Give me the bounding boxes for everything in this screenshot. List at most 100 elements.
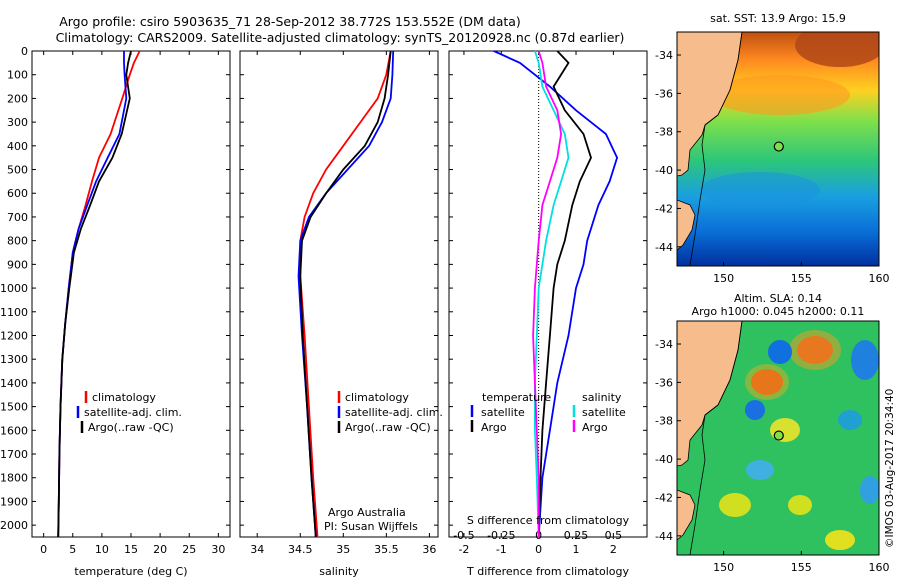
legend-title-temperature: temperature: [482, 391, 551, 404]
difference-panel: [448, 50, 648, 538]
sst-map-frame: [676, 31, 880, 267]
x-tick-label: 1: [573, 543, 580, 556]
x-tick-label: 10: [95, 543, 109, 556]
legend-title-salinity: salinity: [582, 391, 622, 404]
sst-map-axes: 150 155 160 -34 -36 -38 -40 -42 -44: [655, 49, 889, 285]
isobath: [689, 321, 743, 555]
y-tick-label: 300: [7, 116, 28, 129]
temperature-panel: [31, 50, 231, 538]
series-line-climatology: [299, 50, 392, 538]
map-x-tick-label: 160: [869, 561, 890, 574]
salinity-legend: climatology satellite-adj. clim. Argo(..…: [324, 391, 443, 533]
legend-label: satellite-adj. clim.: [345, 406, 443, 419]
legend-label: Argo: [481, 421, 507, 434]
y-tick-label: 1600: [0, 424, 28, 437]
series-line-argo-raw-qc-: [57, 50, 132, 538]
map-y-tick-label: -40: [655, 453, 673, 466]
s-tick-label: 0.25: [564, 529, 589, 542]
temperature-xlabel: temperature (deg C): [74, 565, 187, 578]
series-line-climatology: [57, 50, 141, 538]
map-y-tick-label: -42: [655, 491, 673, 504]
legend-label: Argo(..raw -QC): [345, 421, 431, 434]
y-tick-label: 600: [7, 187, 28, 200]
sst-map: [677, 32, 879, 266]
sla-eddy-cold: [746, 460, 774, 480]
series-line-temperature-argo: [537, 50, 592, 538]
sla-eddy-warm: [751, 369, 783, 395]
difference-xlabel: T difference from climatology: [466, 565, 629, 578]
x-tick-label: 30: [211, 543, 225, 556]
y-tick-label: 100: [7, 69, 28, 82]
y-tick-label: 200: [7, 92, 28, 105]
legend-label: satellite: [582, 406, 626, 419]
x-tick-label: 20: [153, 543, 167, 556]
argo-location-marker: [773, 430, 784, 441]
map-x-tick-label: 160: [869, 272, 890, 285]
sst-orange-patch: [710, 75, 850, 115]
salinity-plot: 34 34.5 35 35.5 36: [250, 50, 436, 556]
y-tick-label: 800: [7, 235, 28, 248]
map-x-tick-label: 150: [713, 561, 734, 574]
y-tick-label: 0: [21, 45, 28, 58]
legend-label: climatology: [92, 391, 156, 404]
map-y-tick-label: -38: [655, 126, 673, 139]
map-y-tick-label: -40: [655, 164, 673, 177]
temperature-plot: 0 5 10 15 20 25 30: [40, 50, 225, 556]
x-tick-label: 25: [182, 543, 196, 556]
map-x-tick-label: 150: [713, 272, 734, 285]
y-tick-label: 1700: [0, 448, 28, 461]
sla-map-axes: 150 155 160 -34 -36 -38 -40 -42 -44: [655, 338, 889, 574]
sst-warm-patch: [795, 32, 879, 67]
x-tick-label: 34.5: [288, 543, 313, 556]
x-tick-label: -2: [458, 543, 469, 556]
series-line-temperature-satellite: [493, 50, 619, 538]
map-y-tick-label: -34: [655, 49, 673, 62]
salinity-xlabel: salinity: [319, 565, 359, 578]
legend-label: climatology: [345, 391, 409, 404]
header-line1: Argo profile: csiro 5903635_71 28-Sep-20…: [59, 14, 521, 29]
series-line-salinity-argo: [532, 50, 563, 537]
sla-map-frame: [676, 320, 880, 556]
sst-blue-patch: [700, 172, 820, 208]
header-line2: Climatology: CARS2009. Satellite-adjuste…: [56, 30, 625, 45]
sla-eddy-cold: [838, 410, 862, 430]
y-tick-label: 1400: [0, 377, 28, 390]
map-y-tick-label: -38: [655, 415, 673, 428]
y-tick-label: 2000: [0, 519, 28, 532]
s-tick-label: -0.25: [487, 529, 515, 542]
x-tick-label: 36: [422, 543, 436, 556]
legend-label: satellite-adj. clim.: [84, 406, 182, 419]
x-tick-label: 15: [124, 543, 138, 556]
legend-label: Argo(..raw -QC): [88, 421, 174, 434]
y-tick-label: 400: [7, 140, 28, 153]
map-y-tick-label: -34: [655, 338, 673, 351]
land-tasmania: [677, 199, 696, 251]
y-tick-label: 500: [7, 164, 28, 177]
x-tick-label: 5: [69, 543, 76, 556]
sst-map-title: sat. SST: 13.9 Argo: 15.9: [710, 12, 846, 25]
legend-label: Argo: [582, 421, 608, 434]
map-y-tick-label: -42: [655, 202, 673, 215]
argo-location-marker: [773, 141, 784, 152]
y-tick-label: 1200: [0, 329, 28, 342]
difference-plot: -2 -1 0 1 2-0.5 -0.25 0 0.25 0.5: [453, 50, 623, 556]
salinity-panel: [239, 50, 439, 538]
sla-eddy-cold: [745, 400, 765, 420]
map-x-tick-label: 155: [791, 272, 812, 285]
map-x-tick-label: 155: [791, 561, 812, 574]
x-tick-label: 0: [535, 543, 542, 556]
temperature-legend: climatology satellite-adj. clim. Argo(..…: [76, 391, 182, 434]
y-tick-label: 1000: [0, 282, 28, 295]
annotation-argo-australia: Argo Australia: [328, 506, 406, 519]
sla-eddy-warm: [788, 495, 812, 515]
s-tick-label: 0.5: [605, 529, 623, 542]
sla-map-title2: Argo h1000: 0.045 h2000: 0.11: [692, 305, 865, 318]
land-tasmania: [677, 489, 696, 541]
y-tick-label: 900: [7, 258, 28, 271]
sla-eddy-cold: [860, 476, 879, 504]
y-tick-label: 1500: [0, 401, 28, 414]
sla-eddy-warm: [825, 530, 855, 550]
map-y-tick-label: -36: [655, 376, 673, 389]
legend-label: satellite: [481, 406, 525, 419]
sla-eddy-cold: [851, 340, 879, 380]
